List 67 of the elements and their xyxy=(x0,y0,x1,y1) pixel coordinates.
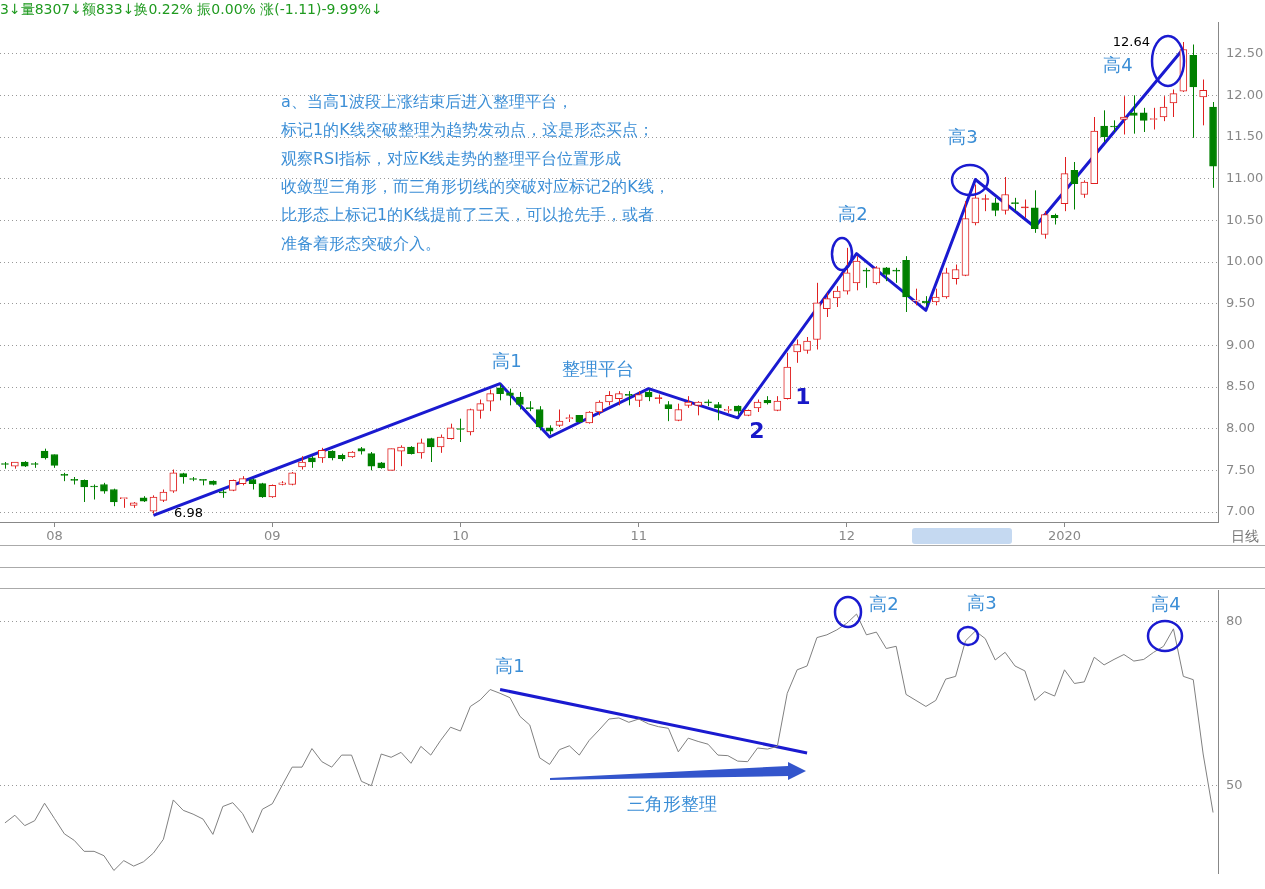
annotation: 高4 xyxy=(1151,592,1181,614)
x-tick-label: 09 xyxy=(264,528,281,544)
candlestick xyxy=(1021,199,1029,219)
annotation: 准备着形态突破介入。 xyxy=(281,233,441,253)
candlestick xyxy=(714,401,722,421)
x-tick-label: 08 xyxy=(46,528,63,544)
candlestick xyxy=(1040,210,1049,240)
candlestick xyxy=(1139,107,1148,133)
annotation: 1 xyxy=(795,383,811,409)
annotation: 整理平台 xyxy=(562,357,634,379)
x-tick-label: 2020 xyxy=(1047,528,1082,544)
annotation: 6.98 xyxy=(174,505,203,521)
candlestick xyxy=(426,437,435,463)
annotation: 高3 xyxy=(948,125,978,147)
annotation: 12.64 xyxy=(1112,34,1150,50)
y-tick-label: 7.50 xyxy=(1226,461,1255,477)
text: 日线 xyxy=(1231,527,1259,544)
annotation: 2 xyxy=(749,417,765,443)
candlestick xyxy=(793,339,801,364)
y-tick-label: 12.00 xyxy=(1226,86,1264,102)
x-tick-label: 11 xyxy=(630,528,647,544)
x-tick-label: 10 xyxy=(452,528,469,544)
candlestick xyxy=(1110,119,1118,133)
candlestick xyxy=(664,400,673,422)
y-tick-label: 10.50 xyxy=(1226,211,1264,227)
candlestick xyxy=(1199,79,1207,126)
annotation: 高1 xyxy=(495,654,525,676)
y-tick-label: 10.00 xyxy=(1226,253,1264,269)
y-tick-label: 9.00 xyxy=(1226,336,1255,352)
y-tick-label: 12.50 xyxy=(1226,45,1264,61)
candlestick xyxy=(535,405,544,431)
candlestick xyxy=(941,267,950,300)
y-tick-label: 11.50 xyxy=(1226,128,1264,144)
chart-subtitle: 3↓量8307↓额833↓换0.22% 振0.00% 涨(-1.11)-9.99%↓ xyxy=(0,1,383,19)
y-tick-label: 50 xyxy=(1226,776,1243,792)
candlestick xyxy=(486,389,494,412)
y-tick-label: 80 xyxy=(1226,612,1243,628)
annotation: 高2 xyxy=(838,202,868,224)
annotation: 收敛型三角形，而三角形切线的突破对应标记2的K线， xyxy=(281,177,670,197)
y-tick-label: 7.00 xyxy=(1226,503,1255,519)
candlestick xyxy=(1100,109,1108,143)
annotation: a、当高1波段上涨结束后进入整理平台， xyxy=(281,92,573,112)
annotation: 标记1的K线突破整理为趋势发动点，这是形态买点； xyxy=(280,120,654,140)
candlestick xyxy=(1001,176,1009,215)
y-tick-label: 11.00 xyxy=(1226,170,1264,186)
candlestick xyxy=(169,469,178,494)
y-tick-label: 8.00 xyxy=(1226,420,1255,436)
annotation: 观察RSI指标，对应K线走势的整理平台位置形成 xyxy=(281,148,622,168)
annotation: 高1 xyxy=(492,349,522,371)
candlestick xyxy=(951,264,960,285)
candlestick xyxy=(417,438,425,460)
x-tick-label: 12 xyxy=(838,528,855,544)
y-tick-label: 8.50 xyxy=(1226,378,1255,394)
annotation: 高2 xyxy=(869,592,899,614)
candlestick xyxy=(90,484,98,500)
annotation: 高3 xyxy=(967,591,997,613)
candlestick xyxy=(991,197,1000,217)
candlestick xyxy=(862,267,871,289)
candlestick xyxy=(892,267,900,284)
candlestick xyxy=(1030,189,1039,234)
candlestick xyxy=(832,285,841,308)
candlestick xyxy=(1169,89,1178,118)
annotation: 三角形整理 xyxy=(627,792,717,814)
candlestick xyxy=(476,399,485,420)
annotation: 高4 xyxy=(1103,53,1133,75)
annotation: 比形态上标记1的K线提前了三天，可以抢先手，或者 xyxy=(281,205,654,225)
y-tick-label: 9.50 xyxy=(1226,295,1255,311)
